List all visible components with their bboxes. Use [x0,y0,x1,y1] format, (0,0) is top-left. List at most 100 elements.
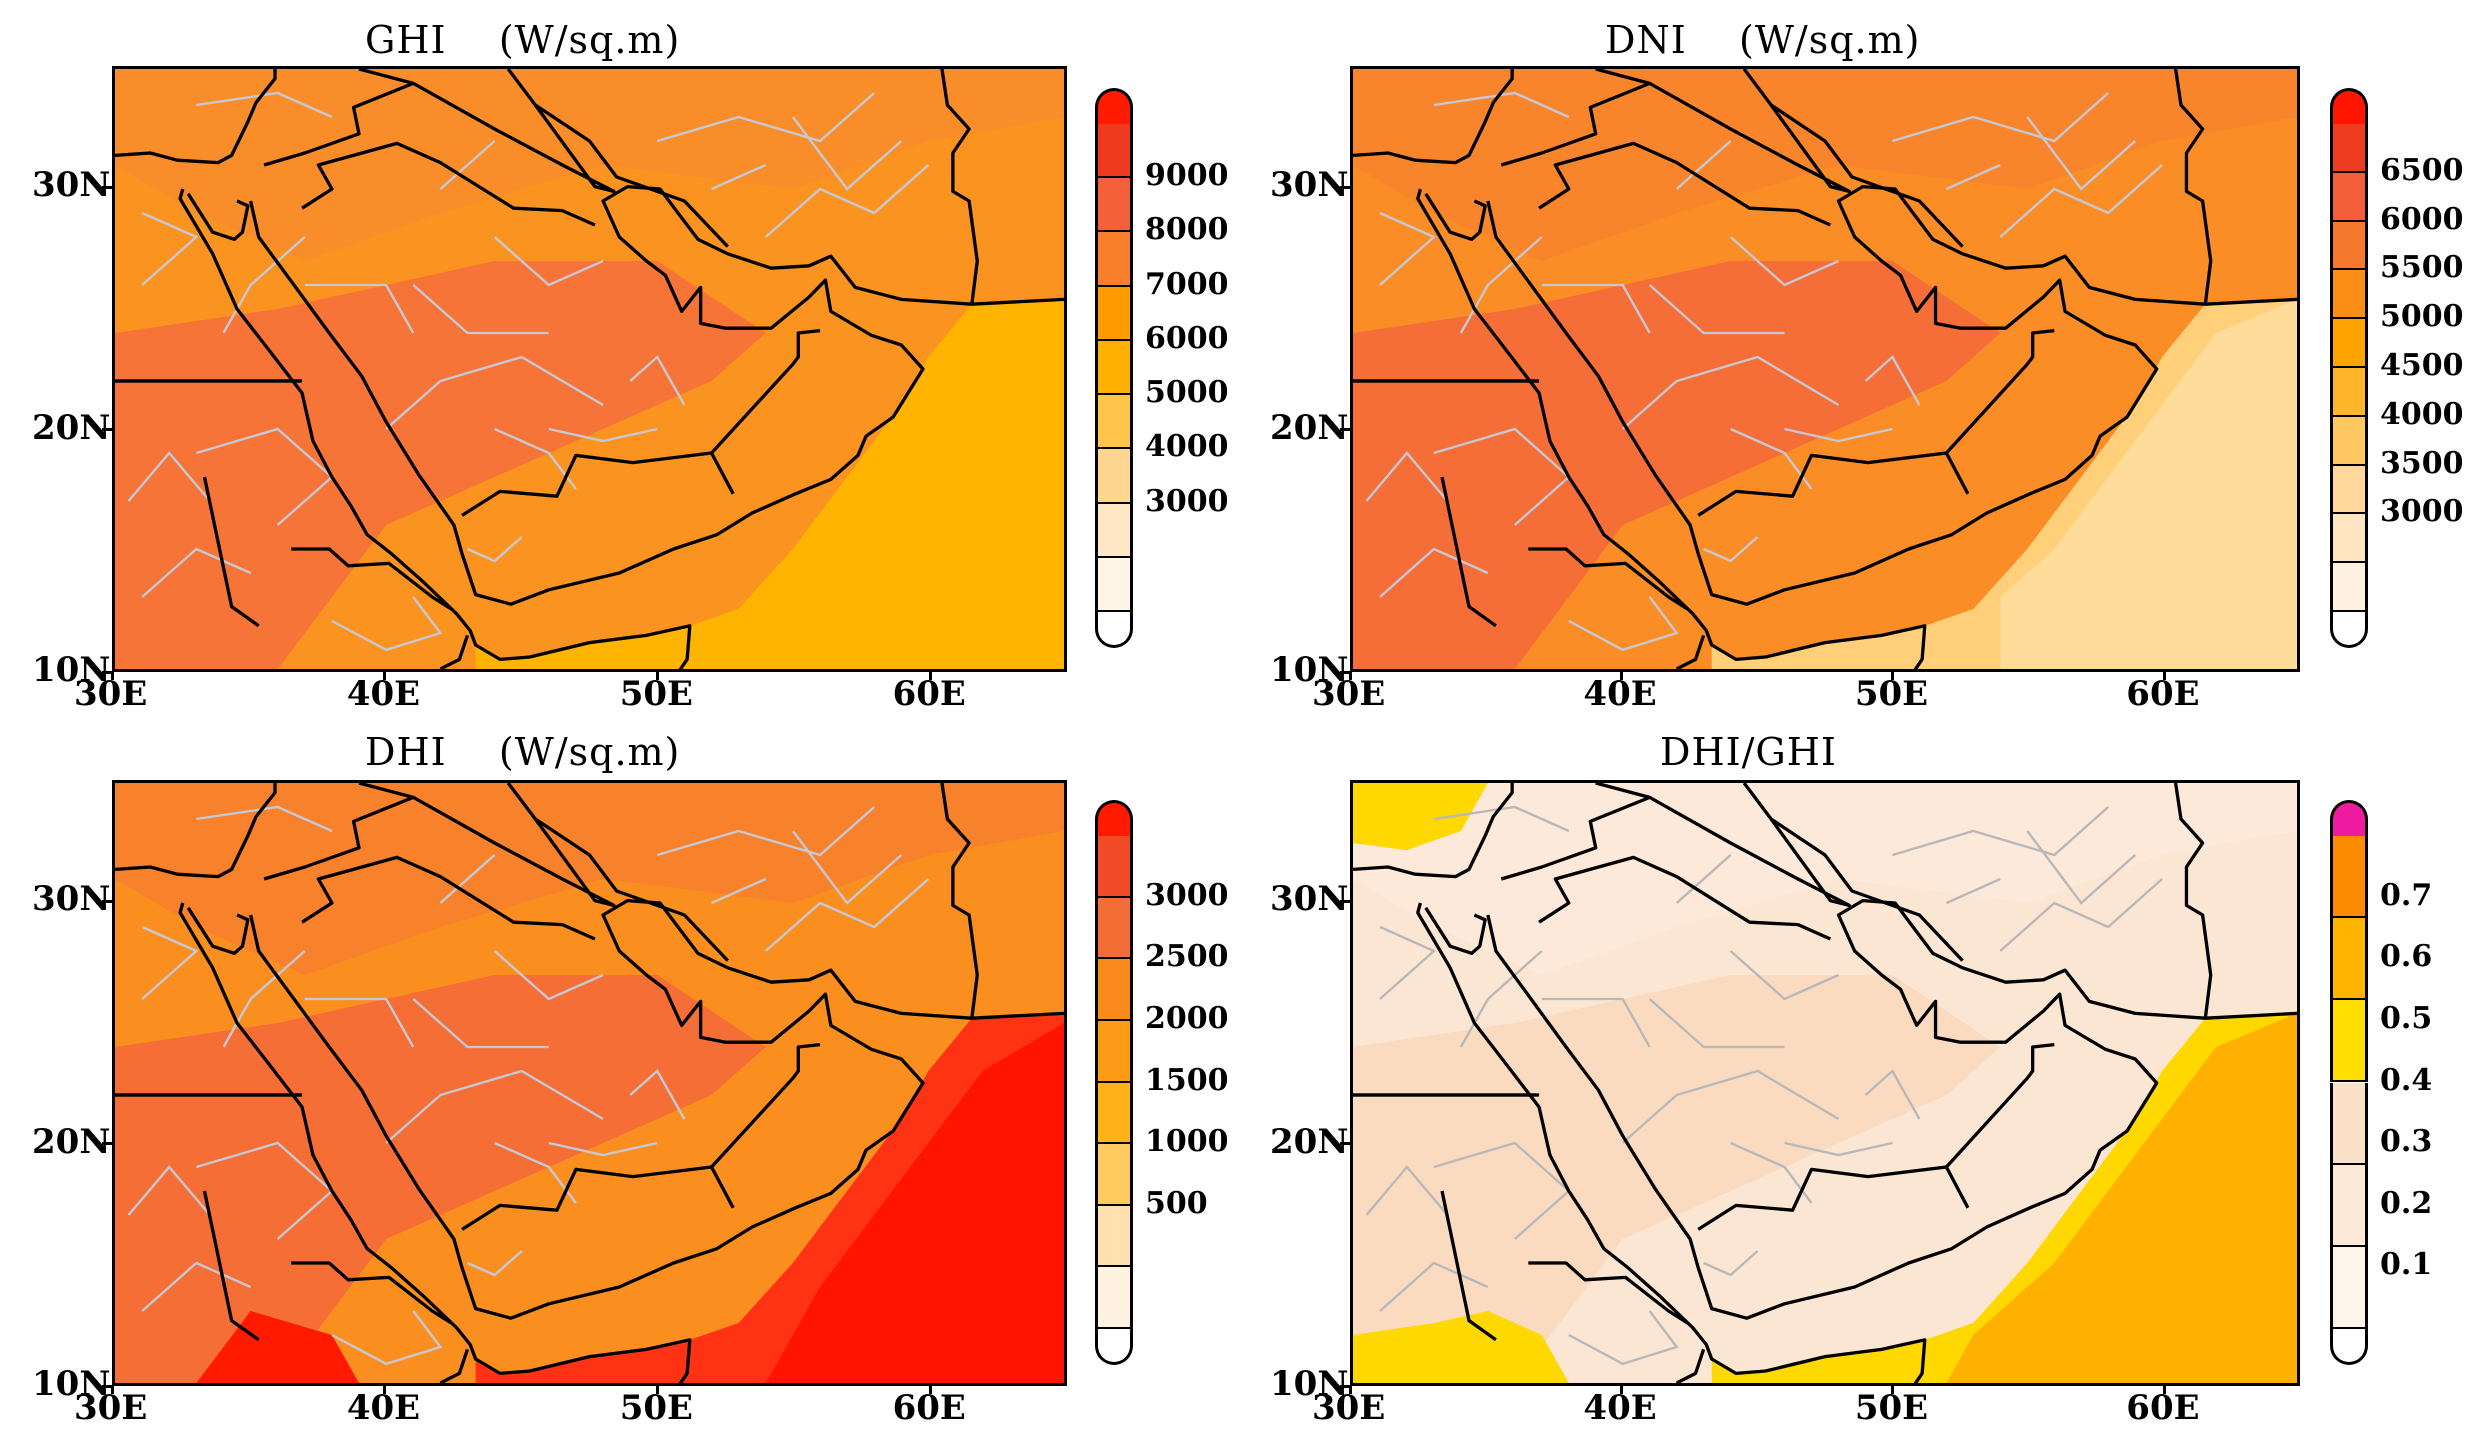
admin-boundary [385,1069,604,1144]
admin-boundary [466,536,523,563]
lon-tick [1348,672,1352,680]
coastline [186,906,250,956]
coastline [358,69,616,194]
map-canvas [1353,783,2297,1383]
colorbar-label: 0.4 [2380,1062,2433,1098]
colorbar-segment [1095,800,1133,836]
coastline [1353,69,1514,165]
admin-boundary [1459,950,1543,1048]
admin-boundary [1999,878,2163,952]
coastline [202,1190,260,1342]
admin-boundary [1379,211,1437,286]
lon-tick [656,672,660,680]
lat-tick-label: 30N [32,165,111,206]
admin-boundary [1675,140,1732,190]
colorbar-label: 8000 [1145,212,1229,248]
admin-boundary [141,547,252,598]
lat-tick [102,670,112,674]
map-plot [1350,66,2300,672]
admin-boundary [466,1250,523,1277]
coastline [291,1261,453,1325]
colorbar-segment [2330,514,2368,564]
colorbar-label: 0.1 [2380,1247,2433,1283]
low-value-zone [2000,299,2297,669]
coastline [291,547,453,611]
admin-boundary [1433,805,1570,833]
colorbar-label: 5500 [2380,250,2464,286]
coastline [263,795,414,881]
lat-tick-label: 20N [1270,1121,1349,1162]
mid-value-zone [1353,69,2297,261]
admin-boundary [1379,925,1437,1000]
admin-boundary [2026,116,2136,191]
colorbar-segment [1095,959,1133,1021]
colorbar: 3000 2500 2000 1500 1000 500 [1095,800,1229,1365]
colorbar-segment [1095,503,1133,558]
admin-boundary [304,283,415,334]
admin-boundary [629,1069,686,1120]
mid-value-zone [1353,783,2297,975]
colorbar-segment [2330,319,2368,368]
colorbar: 6500 6000 5500 5000 4500 4000 3500 3000 [2330,88,2464,648]
admin-boundary [1892,806,2109,857]
coastline [1538,855,1832,941]
admin-boundary [1433,91,1570,119]
coastline [710,328,821,455]
colorbar-label: 6000 [1145,320,1229,356]
colorbar-segment [2330,836,2368,919]
colorbar-segment [1095,1205,1133,1268]
admin-boundary [791,116,903,191]
colorbar-segment [2330,88,2368,124]
admin-boundary [195,1141,334,1240]
map-canvas [115,69,1064,669]
colorbar-segment [2330,563,2368,612]
coastline [178,188,692,669]
admin-boundary [1864,355,1921,406]
admin-boundary [1433,427,1571,526]
lon-tick-label: 30E [74,674,148,714]
colorbar-label: 0.6 [2380,939,2433,975]
admin-boundary [1675,854,1732,904]
coastline [1486,184,2297,606]
colorbar-label: 4000 [1145,429,1229,465]
coastline [2173,783,2213,1019]
lon-tick-label: 50E [619,1388,693,1428]
coastline [1595,69,1851,194]
lat-tick [1340,1142,1350,1146]
lat-tick [102,899,112,903]
lon-tick-label: 30E [74,1388,148,1428]
admin-boundary [1945,163,2001,191]
admin-boundary [656,92,875,143]
admin-boundary [196,91,333,119]
admin-boundary [791,830,903,905]
coastline [1440,1190,1497,1342]
lat-tick-label: 10N [1270,1364,1349,1404]
map-plot [1350,780,2300,1386]
coastline [439,1348,470,1383]
colorbar-label: 5000 [1145,375,1229,411]
admin-boundary [1703,1250,1759,1277]
admin-boundary [1729,236,1839,287]
coastline [115,69,277,165]
coastline [115,783,277,879]
colorbar-segment [1095,612,1133,648]
admin-boundary [1365,1165,1449,1216]
lat-tick [1340,899,1350,903]
lat-tick [102,1384,112,1388]
colorbar-segment [2330,612,2368,648]
colorbar-segment [2330,800,2368,836]
lon-tick-label: 60E [2126,1388,2200,1428]
colorbar: 0.7 0.6 0.5 0.4 0.3 0.2 0.1 [2330,800,2432,1365]
coastline [202,476,260,628]
coastline [1675,634,1706,669]
lat-tick [102,1142,112,1146]
coastline [1945,1042,2055,1169]
lon-tick-label: 50E [619,674,693,714]
admin-boundary [1621,1069,1840,1144]
lat-tick [1340,670,1350,674]
admin-boundary [1433,1141,1571,1240]
lat-tick-label: 10N [32,1364,111,1404]
coastline [710,1042,821,1169]
lon-tick [2162,672,2166,680]
admin-boundary [196,805,333,833]
